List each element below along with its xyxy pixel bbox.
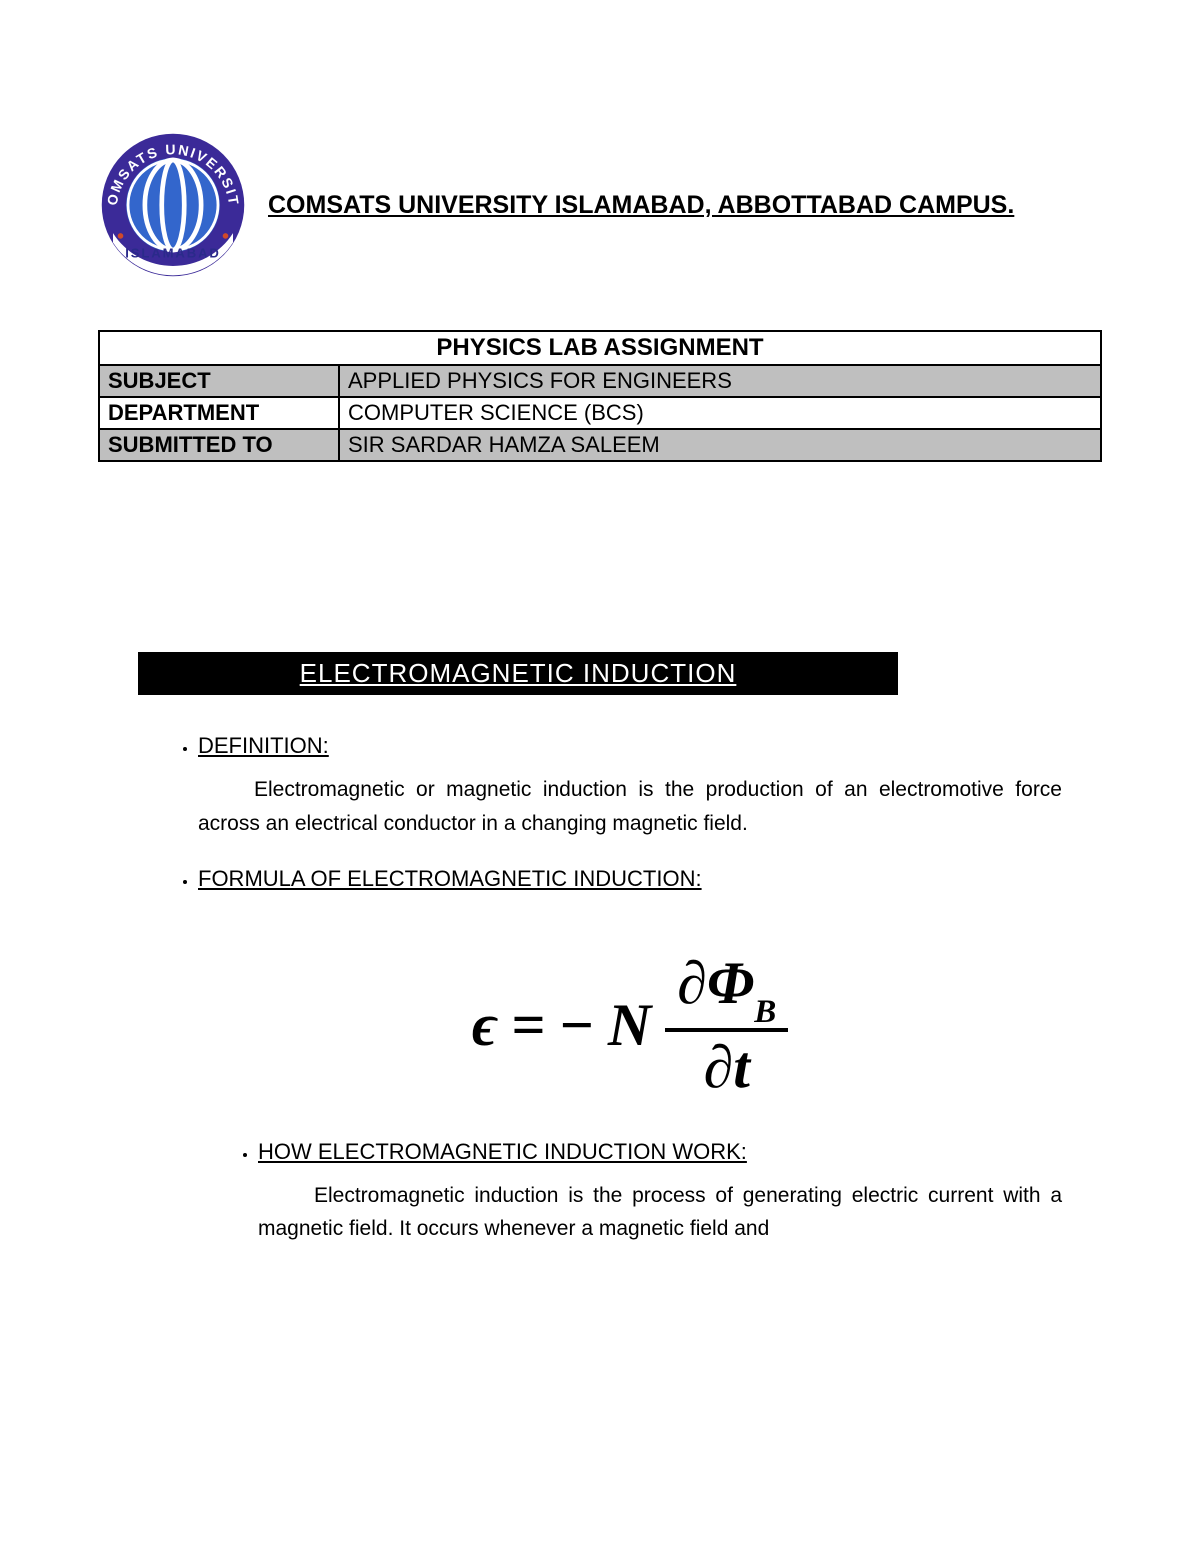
formula-display: ϵ = − N ∂ΦB ∂t [198, 952, 1062, 1099]
section-definition: DEFINITION: Electromagnetic or magnetic … [198, 733, 1062, 840]
row-value-submitted: SIR SARDAR HAMZA SALEEM [339, 429, 1101, 461]
heading-formula: FORMULA OF ELECTROMAGNETIC INDUCTION: [198, 866, 702, 891]
section-how: HOW ELECTROMAGNETIC INDUCTION WORK: Elec… [258, 1139, 1062, 1246]
topic-banner: ELECTROMAGNETIC INDUCTION [138, 652, 898, 695]
document-header: COMSATS UNIVERSITY ISLAMABAD COMSATS UNI… [98, 130, 1102, 280]
row-value-subject: APPLIED PHYSICS FOR ENGINEERS [339, 365, 1101, 397]
formula-fraction: ∂ΦB ∂t [665, 952, 788, 1099]
den-partial: ∂ [704, 1034, 734, 1100]
row-label-submitted: SUBMITTED TO [99, 429, 339, 461]
table-row: DEPARTMENT COMPUTER SCIENCE (BCS) [99, 397, 1101, 429]
svg-text:ISLAMABAD: ISLAMABAD [125, 246, 221, 261]
university-name: COMSATS UNIVERSITY ISLAMABAD, ABBOTTABAD… [268, 191, 1014, 220]
row-label-department: DEPARTMENT [99, 397, 339, 429]
heading-definition: DEFINITION: [198, 733, 329, 758]
row-label-subject: SUBJECT [99, 365, 339, 397]
heading-how: HOW ELECTROMAGNETIC INDUCTION WORK: [258, 1139, 747, 1164]
assignment-info-table: PHYSICS LAB ASSIGNMENT SUBJECT APPLIED P… [98, 330, 1102, 462]
text-how: Electromagnetic induction is the process… [258, 1179, 1062, 1246]
num-sub: B [754, 994, 776, 1030]
num-symbol: Φ [707, 950, 754, 1016]
formula-lhs: ϵ [472, 991, 498, 1060]
table-row: SUBMITTED TO SIR SARDAR HAMZA SALEEM [99, 429, 1101, 461]
table-title: PHYSICS LAB ASSIGNMENT [99, 331, 1101, 365]
row-value-department: COMPUTER SCIENCE (BCS) [339, 397, 1101, 429]
text-definition: Electromagnetic or magnetic induction is… [198, 773, 1062, 840]
num-partial: ∂ [677, 950, 707, 1016]
table-row: SUBJECT APPLIED PHYSICS FOR ENGINEERS [99, 365, 1101, 397]
university-logo: COMSATS UNIVERSITY ISLAMABAD [98, 130, 248, 280]
section-formula: FORMULA OF ELECTROMAGNETIC INDUCTION: ϵ … [198, 866, 1062, 1246]
formula-eq: = [512, 991, 546, 1060]
document-body: DEFINITION: Electromagnetic or magnetic … [98, 733, 1102, 1246]
den-var: t [733, 1034, 750, 1100]
formula-coef: N [608, 991, 651, 1060]
formula-minus: − [560, 991, 594, 1060]
